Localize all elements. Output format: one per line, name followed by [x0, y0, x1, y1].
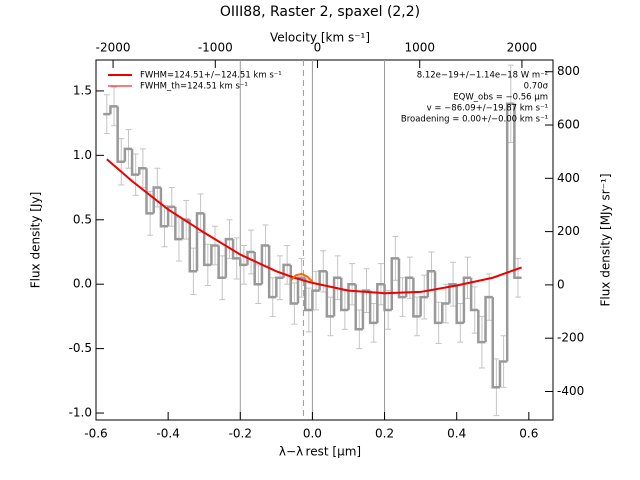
spectrum-step [123, 147, 133, 162]
y2-axis-label: Flux density [MJy sr⁻¹] [599, 173, 613, 306]
y2ticks-tick-label: -200 [557, 331, 584, 345]
yticks-tick-label: 1.5 [73, 83, 92, 97]
spectrum-step [253, 251, 262, 286]
spectrum-step [498, 360, 508, 388]
spectrum-step [202, 213, 212, 267]
spectrum-step [376, 282, 385, 323]
fit-line [106, 158, 522, 295]
spectrum-step [311, 289, 320, 310]
spectrum-step [174, 206, 183, 241]
spectrum-step [412, 277, 421, 318]
spectrum-step [491, 297, 500, 389]
xticks-tick-label: 0.6 [519, 427, 538, 441]
spectrum-step [455, 284, 464, 325]
spectrum-step [354, 284, 363, 331]
spectrum-step [159, 187, 169, 228]
spectrum-step [195, 212, 205, 272]
spectrum-step [505, 102, 515, 362]
yticks-tick-label: 1.0 [73, 148, 92, 162]
spectrum-step [260, 244, 270, 285]
yticks-tick-label: 0.5 [73, 212, 92, 226]
y2ticks-tick-label: 600 [557, 118, 580, 132]
y2ticks-tick-label: -400 [557, 384, 584, 398]
xticks-tick-label: 0.4 [447, 427, 466, 441]
plot-area [103, 60, 522, 420]
spectrum-step [188, 219, 197, 273]
xticks-tick-label: -0.2 [229, 427, 252, 441]
spectrum-step [145, 168, 154, 215]
spectrum-step [109, 105, 118, 115]
xticks-tick-label: -0.6 [84, 427, 107, 441]
yticks-tick-label: -0.5 [69, 341, 92, 355]
spectrum-step [469, 277, 479, 312]
y2ticks-tick-label: 800 [557, 64, 580, 78]
annotation: 8.12e−19+/−1.14e−18 W m⁻² [417, 71, 548, 81]
x2ticks-tick-label: -1000 [198, 41, 233, 55]
spectrum-step [116, 106, 125, 164]
annotation: v = −86.09+/−19.87 km s⁻¹ [427, 104, 548, 114]
spectrum-step [166, 205, 176, 227]
spectrum-step [332, 276, 342, 317]
xticks-tick-label: 0.2 [375, 427, 394, 441]
spectrum-step [303, 277, 313, 312]
yticks-tick-label: -1.0 [69, 406, 92, 420]
chart-title: OIII88, Raster 2, spaxel (2,2) [220, 4, 420, 20]
spectrum-step [426, 270, 436, 298]
annotation: EQW_obs = −0.56 µm [453, 93, 548, 103]
spectrum-step [224, 237, 234, 278]
spectrum-step [130, 148, 140, 176]
spectrum-step [397, 258, 407, 299]
y2ticks-tick-label: 200 [557, 224, 580, 238]
x2ticks-tick-label: -2000 [96, 41, 131, 55]
spectrum-step [239, 258, 248, 267]
spectrum-step [404, 276, 414, 298]
spectrum-step [484, 295, 493, 343]
spectrum-step [246, 250, 255, 265]
y2ticks-tick-label: 400 [557, 171, 580, 185]
spectrum-step [289, 264, 298, 305]
plot-frame [95, 59, 554, 421]
legend-label: FWHM_th=124.51 km s⁻¹ [140, 82, 248, 92]
spectrum-step [419, 295, 428, 317]
spectrum-step [477, 309, 486, 344]
spectrum-step [462, 276, 472, 323]
spectrum-step [368, 290, 378, 325]
spectrum-step [138, 166, 147, 175]
fit-line [290, 272, 314, 283]
annotation: Broadening = 0.00+/−0.00 km s⁻¹ [401, 115, 548, 125]
x2ticks-tick-label: 1000 [404, 41, 435, 55]
spectrum-step [275, 276, 284, 298]
y-axis-label: Flux density [Jy] [29, 192, 43, 289]
spectrum-step [267, 245, 277, 299]
x2-axis-label: Velocity [km s⁻¹] [270, 31, 370, 45]
spectrum-step [217, 245, 226, 280]
xticks-tick-label: -0.4 [156, 427, 179, 441]
spectrum-step [361, 289, 371, 330]
y2ticks-tick-label: 0 [557, 277, 565, 291]
spectrum-step [347, 282, 356, 310]
x2ticks-tick-label: 0 [314, 41, 322, 55]
spectrum-step [441, 302, 450, 323]
x2ticks-tick-label: 2000 [507, 41, 538, 55]
yticks-tick-label: 0.0 [73, 277, 92, 291]
spectrum-step [513, 103, 522, 280]
x-axis-label: λ−λ rest [µm] [279, 445, 361, 459]
spectrum-step [152, 186, 161, 214]
spectrum-step [231, 239, 241, 260]
annotation: 0.70σ [524, 82, 549, 92]
spectrum-step [448, 282, 457, 304]
xticks-tick-label: 0.0 [303, 427, 322, 441]
spectrum-step [210, 244, 219, 265]
legend-label: FWHM=124.51+/−124.51 km s⁻¹ [140, 71, 282, 81]
